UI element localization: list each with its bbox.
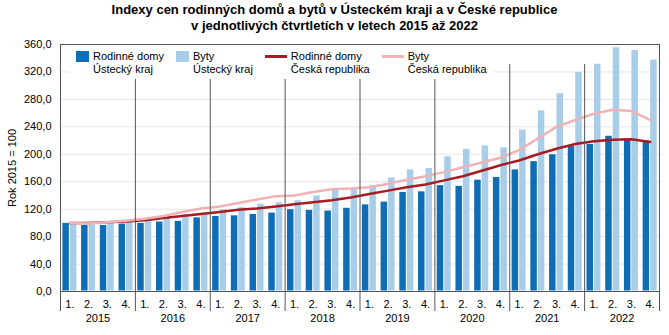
svg-text:200,0: 200,0 [24, 148, 52, 160]
svg-text:320,0: 320,0 [24, 65, 52, 77]
svg-text:4.: 4. [646, 298, 655, 310]
svg-text:3.: 3. [477, 298, 486, 310]
svg-text:2018: 2018 [310, 312, 334, 324]
html-text:Rodinné domy Ústecký kraj: Rodinné domy Ústecký kraj [93, 50, 164, 75]
svg-text:2016: 2016 [161, 312, 185, 324]
html-text:Byty Ústecký kraj: Byty Ústecký kraj [192, 50, 253, 75]
svg-text:3.: 3. [327, 298, 336, 310]
svg-text:2.: 2. [383, 298, 392, 310]
svg-text:3.: 3. [402, 298, 411, 310]
svg-text:280,0: 280,0 [24, 93, 52, 105]
svg-text:40,0: 40,0 [30, 258, 51, 270]
svg-text:1.: 1. [65, 298, 74, 310]
svg-text:Rok 2015 = 100: Rok 2015 = 100 [6, 129, 18, 207]
html-text:Rodinné domy Česká republika: Rodinné domy Česká republika [290, 50, 370, 75]
svg-text:2.: 2. [84, 298, 93, 310]
svg-text:2022: 2022 [610, 312, 634, 324]
html-text:Indexy cen rodinných domů a by: Indexy cen rodinných domů a bytů v Ústec… [111, 2, 558, 33]
svg-text:2020: 2020 [460, 312, 484, 324]
svg-text:4.: 4. [121, 298, 130, 310]
svg-text:1.: 1. [215, 298, 224, 310]
svg-text:360,0: 360,0 [24, 38, 52, 50]
svg-text:2.: 2. [234, 298, 243, 310]
svg-text:1.: 1. [515, 298, 524, 310]
svg-text:4.: 4. [496, 298, 505, 310]
svg-text:3.: 3. [103, 298, 112, 310]
svg-text:1.: 1. [290, 298, 299, 310]
svg-text:240,0: 240,0 [24, 120, 52, 132]
svg-text:4.: 4. [421, 298, 430, 310]
svg-text:1.: 1. [365, 298, 374, 310]
svg-text:2.: 2. [458, 298, 467, 310]
svg-text:1.: 1. [140, 298, 149, 310]
svg-text:2019: 2019 [385, 312, 409, 324]
svg-text:1.: 1. [589, 298, 598, 310]
svg-text:2.: 2. [309, 298, 318, 310]
svg-text:2021: 2021 [535, 312, 559, 324]
svg-text:2015: 2015 [86, 312, 110, 324]
svg-text:4.: 4. [271, 298, 280, 310]
svg-text:0,0: 0,0 [36, 285, 51, 297]
svg-text:4.: 4. [196, 298, 205, 310]
svg-text:120,0: 120,0 [24, 203, 52, 215]
svg-text:4.: 4. [346, 298, 355, 310]
html-text:Byty Česká republika: Byty Česká republika [407, 50, 487, 75]
svg-text:80,0: 80,0 [30, 230, 51, 242]
svg-text:2017: 2017 [235, 312, 259, 324]
svg-text:3.: 3. [627, 298, 636, 310]
svg-text:2.: 2. [608, 298, 617, 310]
svg-text:2.: 2. [159, 298, 168, 310]
svg-text:3.: 3. [178, 298, 187, 310]
svg-text:160,0: 160,0 [24, 175, 52, 187]
svg-text:4.: 4. [571, 298, 580, 310]
svg-text:2.: 2. [533, 298, 542, 310]
svg-text:1.: 1. [440, 298, 449, 310]
svg-text:3.: 3. [252, 298, 261, 310]
svg-text:3.: 3. [552, 298, 561, 310]
